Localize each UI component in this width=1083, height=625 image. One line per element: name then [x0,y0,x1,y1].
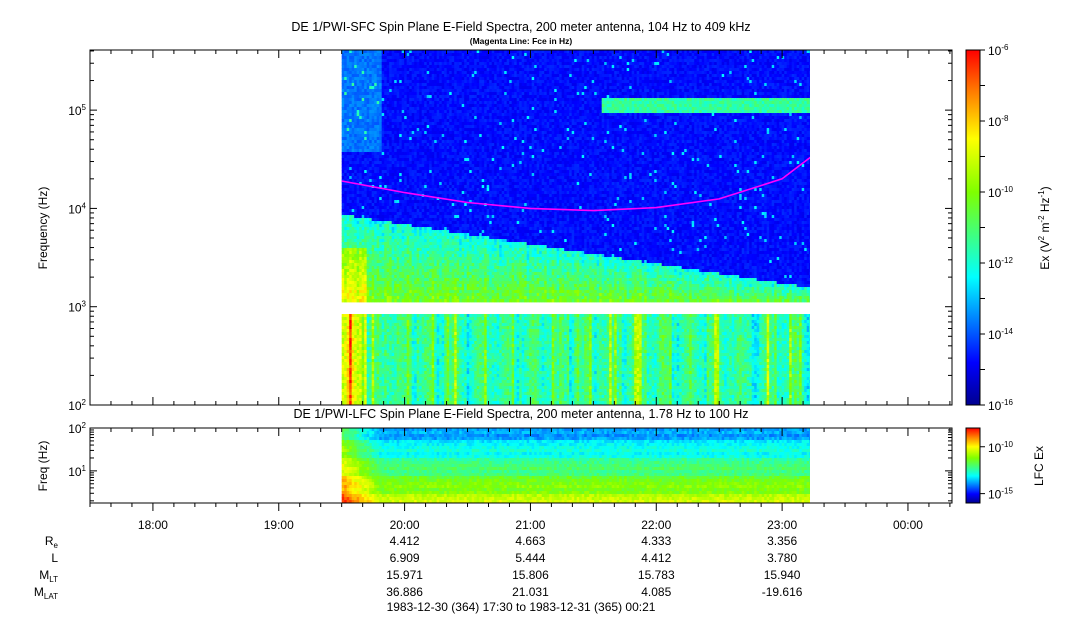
lfc-y-tick-label: 102 [68,421,86,436]
ephemeris-value: 15.940 [764,568,801,582]
ephemeris-value: 21.031 [512,585,549,599]
ephemeris-value: 4.333 [641,534,671,548]
sfc-spectrogram [342,50,815,407]
sfc-colorbar-tick-label: 10-8 [988,114,1009,129]
time-tick-label: 19:00 [264,518,294,532]
time-tick-label: 21:00 [515,518,545,532]
lfc-colorbar-label: LFC Ex [1032,446,1046,486]
ephemeris-value: 5.444 [515,551,545,565]
ephemeris-row-label: L [51,551,58,565]
ephemeris-row-label: MLAT [34,585,58,601]
lfc-y-axis-label: Freq (Hz) [36,441,50,492]
sfc-colorbar-tick-label: 10-6 [988,43,1009,58]
lfc-y-tick-label: 101 [68,464,86,479]
sfc-colorbar-tick-label: 10-16 [988,398,1013,413]
sfc-y-tick-label: 105 [68,103,86,118]
time-tick-label: 00:00 [893,518,923,532]
ephemeris-value: 6.909 [390,551,420,565]
ephemeris-row-label: MLT [39,568,58,584]
time-tick-label: 23:00 [767,518,797,532]
ephemeris-value: 3.780 [767,551,797,565]
lfc-colorbar-ticks: 10-10 10-15 [980,440,1013,502]
ephemeris-value: 36.886 [386,585,423,599]
ephemeris-value: 15.806 [512,568,549,582]
top-panel-subtitle: (Magenta Line: Fce in Hz) [470,36,573,46]
time-tick-label: 22:00 [641,518,671,532]
lfc-colorbar [966,428,980,503]
sfc-colorbar-tick-label: 10-14 [988,327,1013,342]
ephemeris-value: 4.663 [515,534,545,548]
lfc-colorbar-tick-label: 10-15 [988,487,1013,502]
sfc-colorbar-tick-label: 10-10 [988,185,1013,200]
sfc-colorbar-ticks: 10-6 10-8 10-10 10-12 10-14 10-16 [980,43,1013,413]
ephemeris-value: 15.783 [638,568,675,582]
ephemeris-value: -19.616 [762,585,803,599]
ephemeris-value: 3.356 [767,534,797,548]
top-panel-title: DE 1/PWI-SFC Spin Plane E-Field Spectra,… [291,20,750,34]
ephemeris-value: 4.412 [390,534,420,548]
bottom-panel-title: DE 1/PWI-LFC Spin Plane E-Field Spectra,… [293,407,748,421]
sfc-colorbar-label: Ex (V2 m-2 Hz-1) [1037,186,1052,269]
ephemeris-value: 4.085 [641,585,671,599]
ephemeris-value: 15.971 [386,568,423,582]
sfc-colorbar-tick-label: 10-12 [988,256,1013,271]
ephemeris-value: 4.412 [641,551,671,565]
sfc-y-tick-label: 103 [68,300,86,315]
lfc-colorbar-tick-label: 10-10 [988,440,1013,455]
sfc-y-tick-label: 102 [68,398,86,413]
ephemeris-row-label: Re [45,534,59,550]
sfc-colorbar [966,50,980,405]
ephemeris-table: Re 4.412 4.663 4.333 3.356 L 6.909 5.444 4.412 3.… [34,534,803,601]
sfc-y-axis-label: Frequency (Hz) [36,187,50,270]
time-tick-label: 18:00 [138,518,168,532]
lfc-spectrogram [342,428,815,503]
sfc-y-tick-label: 104 [68,201,86,216]
time-tick-label: 20:00 [390,518,420,532]
time-range-footer: 1983-12-30 (364) 17:30 to 1983-12-31 (36… [387,600,656,614]
